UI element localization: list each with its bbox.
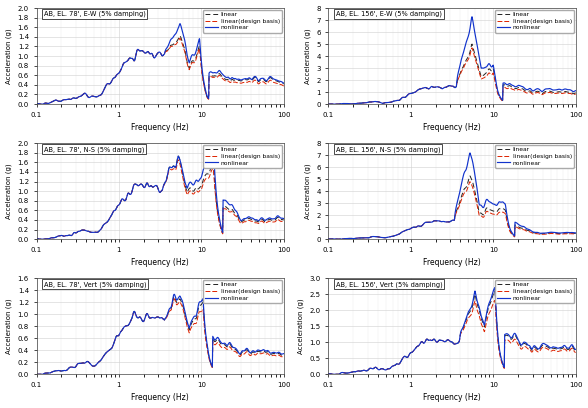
Legend: linear, linear(design basis), nonlinear: linear, linear(design basis), nonlinear — [203, 145, 282, 168]
Y-axis label: Acceleration (g): Acceleration (g) — [304, 163, 310, 219]
Y-axis label: Acceleration (g): Acceleration (g) — [5, 28, 12, 84]
Legend: linear, linear(design basis), nonlinear: linear, linear(design basis), nonlinear — [203, 10, 282, 33]
Text: AB, EL. 78', Vert (5% damping): AB, EL. 78', Vert (5% damping) — [44, 281, 146, 288]
Y-axis label: Acceleration (g): Acceleration (g) — [5, 298, 12, 354]
Legend: linear, linear(design basis), nonlinear: linear, linear(design basis), nonlinear — [495, 10, 574, 33]
Legend: linear, linear(design basis), nonlinear: linear, linear(design basis), nonlinear — [203, 280, 282, 303]
X-axis label: Frequency (Hz): Frequency (Hz) — [131, 393, 189, 402]
X-axis label: Frequency (Hz): Frequency (Hz) — [423, 123, 481, 132]
X-axis label: Frequency (Hz): Frequency (Hz) — [423, 258, 481, 267]
X-axis label: Frequency (Hz): Frequency (Hz) — [131, 258, 189, 267]
Y-axis label: Acceleration (g): Acceleration (g) — [298, 298, 304, 354]
Text: AB, EL. 78', E-W (5% damping): AB, EL. 78', E-W (5% damping) — [44, 11, 146, 18]
Text: AB, EL. 156', Vert (5% damping): AB, EL. 156', Vert (5% damping) — [336, 281, 443, 288]
X-axis label: Frequency (Hz): Frequency (Hz) — [131, 123, 189, 132]
Legend: linear, linear(design basis), nonlinear: linear, linear(design basis), nonlinear — [495, 280, 574, 303]
Y-axis label: Acceleration (g): Acceleration (g) — [304, 28, 310, 84]
Legend: linear, linear(design basis), nonlinear: linear, linear(design basis), nonlinear — [495, 145, 574, 168]
Text: AB, EL. 156', E-W (5% damping): AB, EL. 156', E-W (5% damping) — [336, 11, 442, 18]
Text: AB, EL. 156', N-S (5% damping): AB, EL. 156', N-S (5% damping) — [336, 146, 440, 153]
Y-axis label: Acceleration (g): Acceleration (g) — [5, 163, 12, 219]
X-axis label: Frequency (Hz): Frequency (Hz) — [423, 393, 481, 402]
Text: AB, EL. 78', N-S (5% damping): AB, EL. 78', N-S (5% damping) — [44, 146, 145, 153]
